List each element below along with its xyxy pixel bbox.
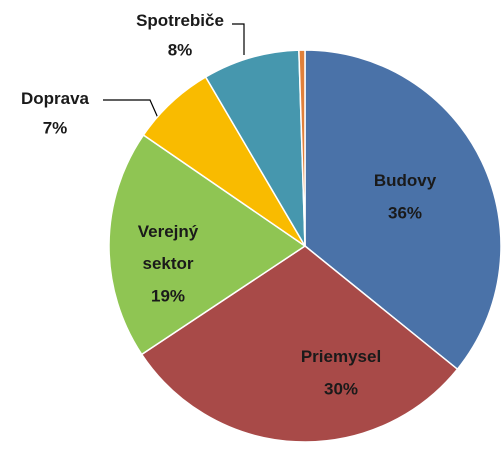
slices bbox=[108, 49, 502, 443]
slice-value-label: 19% bbox=[151, 286, 185, 305]
slice-value-label: 30% bbox=[324, 379, 358, 398]
slice-value-label: 7% bbox=[43, 118, 68, 137]
slice-label: Budovy bbox=[374, 171, 437, 190]
slice-value-label: 8% bbox=[168, 40, 193, 59]
leader-line bbox=[232, 23, 245, 55]
pie-slice bbox=[140, 245, 459, 443]
pie-slice bbox=[298, 49, 306, 247]
pie-slice bbox=[204, 49, 306, 247]
slice-label: Verejný sektor bbox=[138, 222, 199, 273]
pie-slice bbox=[304, 49, 502, 371]
slice-label: Doprava bbox=[21, 89, 90, 108]
leader-line bbox=[103, 99, 159, 119]
slice-label: Spotrebiče bbox=[136, 11, 224, 30]
slice-label: Priemysel bbox=[301, 347, 381, 366]
pie-slice bbox=[108, 134, 307, 356]
slice-value-label: 36% bbox=[388, 203, 422, 222]
